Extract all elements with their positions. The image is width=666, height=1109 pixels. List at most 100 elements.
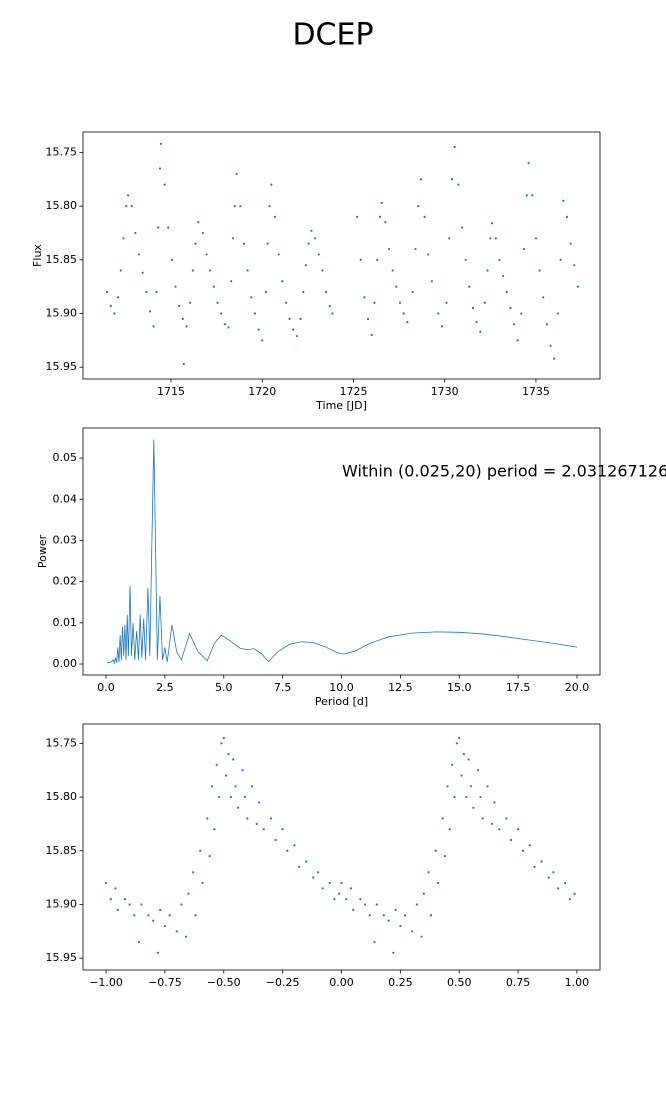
x-tick-label: 10.0 (329, 681, 354, 694)
data-point (479, 795, 482, 799)
data-point (227, 326, 230, 329)
data-point (403, 914, 407, 917)
data-point (378, 215, 382, 218)
data-point (239, 205, 242, 208)
data-point (109, 898, 112, 901)
data-point (370, 333, 373, 337)
data-point (159, 142, 163, 145)
data-point (274, 838, 277, 842)
data-point (564, 881, 567, 885)
data-point (321, 269, 324, 272)
data-point (398, 301, 402, 304)
data-point (246, 269, 249, 272)
data-point (242, 242, 246, 245)
data-point (223, 323, 226, 326)
data-point (197, 221, 200, 224)
data-point (137, 940, 141, 944)
data-point (156, 951, 159, 954)
data-point (387, 247, 391, 251)
data-point (509, 307, 512, 310)
x-tick-label: −0.75 (148, 976, 182, 989)
y-tick-label: 15.90 (46, 897, 78, 910)
data-point (133, 914, 136, 917)
data-point (422, 892, 425, 895)
data-point (163, 924, 167, 928)
data-point (486, 785, 489, 788)
data-point (310, 229, 313, 232)
data-point (406, 320, 409, 324)
data-point (525, 194, 528, 197)
data-point (178, 304, 181, 308)
data-point (434, 849, 437, 852)
data-point (359, 258, 362, 261)
data-point (295, 334, 298, 338)
x-tick-label: 5.0 (215, 681, 233, 694)
x-tick-label: −1.00 (89, 976, 123, 989)
data-point (105, 290, 109, 294)
axes-frame (82, 131, 601, 380)
data-point (458, 736, 461, 740)
data-point (266, 242, 269, 245)
x-tick-label: 7.5 (274, 681, 292, 694)
data-point (471, 307, 475, 310)
data-point (549, 344, 552, 347)
data-point (429, 914, 433, 917)
data-point (356, 215, 359, 218)
data-point (450, 178, 454, 181)
data-point (261, 339, 264, 342)
data-point (457, 183, 460, 186)
data-point (414, 247, 417, 251)
x-tick-label: 1730 (431, 385, 459, 398)
data-point (545, 323, 548, 326)
data-point (182, 362, 185, 366)
data-point (534, 237, 538, 240)
data-point (565, 215, 569, 218)
data-point (382, 914, 385, 917)
data-point (292, 328, 295, 331)
data-point (375, 903, 378, 906)
data-point (363, 903, 367, 906)
data-point (340, 881, 343, 885)
data-point (569, 242, 572, 245)
data-point (376, 258, 379, 261)
data-point (462, 752, 466, 756)
y-tick-label: 0.03 (53, 533, 78, 546)
data-point (533, 865, 536, 868)
data-point (109, 304, 112, 308)
data-point (559, 258, 562, 261)
data-point (338, 892, 341, 895)
x-axis-label: Time [JD] (315, 399, 367, 412)
data-point (235, 172, 238, 175)
data-point (443, 855, 447, 858)
data-point (181, 317, 184, 320)
data-point (220, 312, 223, 315)
x-tick-label: 17.5 (506, 681, 531, 694)
data-point (427, 253, 430, 256)
data-point (419, 178, 423, 181)
data-point (234, 785, 237, 788)
data-point (527, 162, 530, 165)
y-tick-label: 0.02 (53, 575, 78, 588)
data-point (268, 205, 271, 208)
x-tick-label: 1715 (157, 385, 185, 398)
y-tick-label: 0.04 (53, 492, 78, 505)
data-point (212, 285, 215, 288)
data-point (257, 328, 260, 331)
data-point (222, 736, 225, 740)
data-point (305, 860, 308, 863)
data-point (170, 258, 173, 261)
x-tick-label: 1735 (522, 385, 550, 398)
data-point (441, 817, 444, 820)
data-point (481, 817, 484, 820)
data-point (192, 871, 195, 874)
data-point (152, 325, 155, 328)
data-point (331, 312, 334, 315)
data-point (210, 785, 214, 788)
x-tick-label: −0.25 (266, 976, 300, 989)
data-point (104, 881, 108, 885)
data-point (321, 887, 324, 890)
data-point (209, 269, 212, 272)
data-point (453, 145, 456, 149)
